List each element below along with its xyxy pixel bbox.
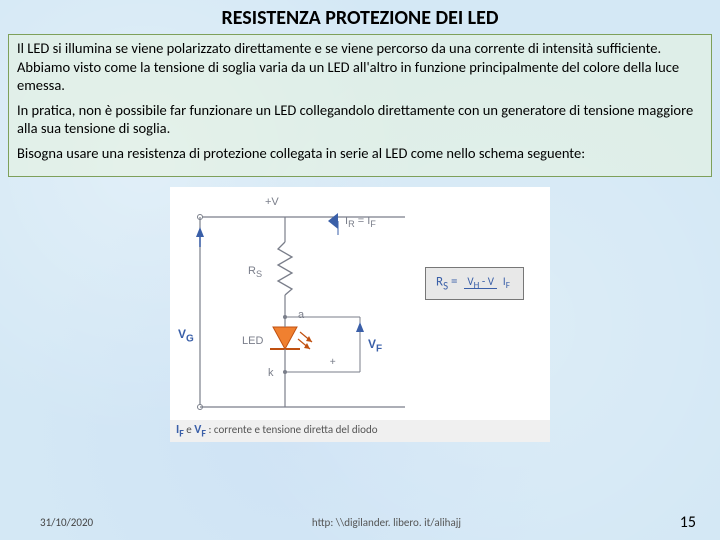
label-vg: VG (178, 327, 194, 344)
slide-footer: 31/10/2020 http: \\digilander. libero. i… (0, 513, 720, 532)
footer-date: 31/10/2020 (40, 516, 93, 529)
page-title: RESISTENZA PROTEZIONE DEI LED (0, 0, 720, 34)
description-textbox: Il LED si illumina se viene polarizzato … (8, 34, 712, 177)
paragraph-2: In pratica, non è possibile far funziona… (17, 101, 703, 138)
label-k: k (268, 367, 274, 379)
label-rs: RS (248, 265, 262, 279)
label-vf: VF (368, 337, 382, 354)
formula-box: RS = VH - V IF (425, 267, 524, 299)
label-ir-if: IR = IF (345, 215, 376, 229)
diagram-container: + +V IR = IF RS VG a LED k VF RS = VH - … (0, 187, 720, 442)
footer-url: http: \\digilander. libero. it/alihajj (93, 516, 680, 529)
circuit-diagram: + +V IR = IF RS VG a LED k VF RS = VH - … (170, 187, 550, 442)
label-plus-v: +V (265, 196, 279, 208)
svg-text:+: + (330, 355, 336, 368)
paragraph-1: Il LED si illumina se viene polarizzato … (17, 39, 703, 95)
paragraph-3: Bisogna usare una resistenza di protezio… (17, 144, 703, 163)
label-led: LED (242, 335, 263, 347)
diagram-caption: IF e VF : corrente e tensione diretta de… (170, 420, 550, 442)
label-a: a (298, 309, 304, 321)
footer-page-number: 15 (680, 513, 696, 532)
